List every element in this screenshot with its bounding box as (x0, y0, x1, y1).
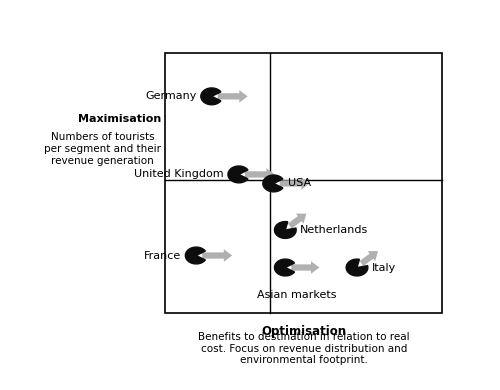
Bar (165, 53, 442, 312)
Text: United Kingdom: United Kingdom (134, 169, 224, 179)
Text: Netherlands: Netherlands (300, 225, 368, 235)
Text: Benefits to destination in relation to real
cost. Focus on revenue distribution : Benefits to destination in relation to r… (198, 332, 410, 365)
Text: France: France (144, 250, 182, 261)
Text: Germany: Germany (146, 91, 197, 101)
Text: Numbers of tourists
per segment and their
revenue generation: Numbers of tourists per segment and thei… (44, 132, 162, 165)
Wedge shape (346, 259, 368, 276)
Text: Optimisation: Optimisation (261, 324, 346, 338)
Wedge shape (228, 166, 248, 183)
Wedge shape (274, 222, 296, 238)
Text: Maximisation: Maximisation (78, 114, 162, 124)
Text: Italy: Italy (372, 262, 396, 273)
Text: USA: USA (288, 179, 312, 188)
Wedge shape (201, 88, 221, 105)
Wedge shape (186, 247, 206, 264)
Wedge shape (263, 175, 283, 192)
Text: Asian markets: Asian markets (256, 290, 336, 300)
Wedge shape (274, 259, 294, 276)
